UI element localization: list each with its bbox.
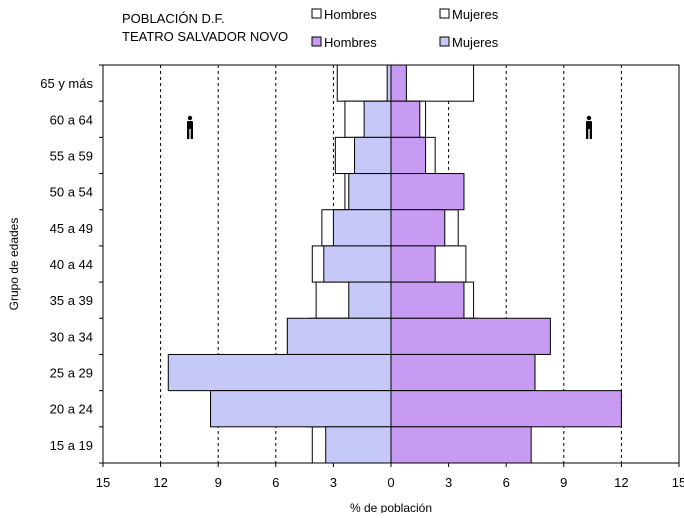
y-tick-label: 25 a 29 bbox=[50, 366, 93, 381]
bar-filled-mujeres-left bbox=[354, 136, 392, 175]
y-tick-label: 30 a 34 bbox=[50, 329, 93, 344]
y-tick-label: 55 a 59 bbox=[50, 148, 93, 163]
bar-filled-mujeres-left bbox=[363, 100, 392, 138]
bar-filled-mujeres-left bbox=[323, 245, 392, 283]
bar-filled-hombres-right bbox=[390, 136, 427, 175]
bar-filled-mujeres-left bbox=[348, 173, 392, 211]
icons-layer bbox=[187, 115, 592, 139]
bar-filled-mujeres-left bbox=[332, 209, 392, 247]
bar-filled-mujeres-left bbox=[210, 390, 392, 428]
bar-filled-hombres-right bbox=[390, 281, 465, 319]
bar-filled-hombres-right bbox=[390, 390, 622, 428]
y-tick-label: 15 a 19 bbox=[50, 438, 93, 453]
legend-swatch bbox=[311, 8, 322, 19]
bar-filled-hombres-right bbox=[390, 209, 446, 247]
person-icon-leg bbox=[187, 128, 190, 139]
bar-filled-mujeres-left bbox=[286, 317, 392, 355]
x-tick-label: 12 bbox=[153, 475, 167, 490]
bar-filled-mujeres-left bbox=[386, 64, 392, 102]
legend-swatch bbox=[439, 36, 450, 47]
legend-label: Mujeres bbox=[452, 7, 499, 22]
legend-label: Hombres bbox=[324, 7, 377, 22]
y-tick-label: 45 a 49 bbox=[50, 221, 93, 236]
x-tick-label: 6 bbox=[503, 475, 510, 490]
x-axis-title: % de población bbox=[350, 501, 432, 513]
bar-filled-mujeres-left bbox=[348, 281, 392, 319]
chart-title-line: TEATRO SALVADOR NOVO bbox=[122, 29, 288, 44]
x-tick-label: 15 bbox=[96, 475, 110, 490]
bar-outline-hombres-left bbox=[336, 64, 392, 102]
bar-filled-hombres-right bbox=[390, 426, 532, 464]
bar-filled-hombres-right bbox=[390, 64, 407, 102]
bar-filled-hombres-right bbox=[390, 245, 436, 283]
bar-filled-mujeres-left bbox=[167, 353, 392, 392]
bars-layer bbox=[167, 64, 622, 464]
y-tick-label: 50 a 54 bbox=[50, 185, 93, 200]
frame-layer bbox=[99, 64, 680, 467]
x-tick-label: 15 bbox=[672, 475, 684, 490]
y-tick-label: 60 a 64 bbox=[50, 112, 93, 127]
bar-filled-hombres-right bbox=[390, 317, 551, 355]
x-tick-label: 6 bbox=[272, 475, 279, 490]
bar-filled-mujeres-left bbox=[325, 426, 392, 464]
legend-swatch bbox=[439, 8, 450, 19]
legend-item: Hombres bbox=[311, 7, 377, 22]
y-tick-label: 65 y más bbox=[40, 76, 93, 91]
x-tick-label: 9 bbox=[560, 475, 567, 490]
person-icon-body bbox=[187, 121, 193, 129]
x-tick-label: 3 bbox=[330, 475, 337, 490]
chart-title-line: POBLACIÓN D.F. bbox=[122, 11, 225, 26]
person-icon-body bbox=[586, 121, 592, 129]
legend-item: Mujeres bbox=[439, 7, 499, 22]
bar-filled-hombres-right bbox=[390, 353, 536, 392]
y-tick-label: 40 a 44 bbox=[50, 257, 93, 272]
bar-filled-hombres-right bbox=[390, 173, 465, 211]
legend-item: Mujeres bbox=[439, 35, 499, 50]
person-icon-leg bbox=[190, 128, 193, 139]
y-tick-label: 20 a 24 bbox=[50, 402, 93, 417]
legend-label: Hombres bbox=[324, 35, 377, 50]
person-icon bbox=[187, 115, 193, 139]
x-tick-label: 12 bbox=[614, 475, 628, 490]
legend-label: Mujeres bbox=[452, 35, 499, 50]
person-icon-leg bbox=[586, 128, 589, 139]
legend-layer: Hombres Mujeres Hombres Mujeres bbox=[311, 7, 499, 50]
y-tick-label: 35 a 39 bbox=[50, 293, 93, 308]
y-axis-title: Grupo de edades bbox=[7, 218, 21, 311]
person-icon-head bbox=[187, 115, 193, 121]
legend-item: Hombres bbox=[311, 35, 377, 50]
x-tick-label: 0 bbox=[387, 475, 394, 490]
bar-filled-hombres-right bbox=[390, 100, 421, 138]
x-tick-label: 9 bbox=[215, 475, 222, 490]
x-tick-label: 3 bbox=[445, 475, 452, 490]
person-icon-head bbox=[586, 115, 592, 121]
person-icon-leg bbox=[589, 128, 592, 139]
legend-swatch bbox=[311, 36, 322, 47]
labels-layer: 65 y más 60 a 64 55 a 59 50 a 54 45 a 49 40 a… bbox=[7, 11, 684, 515]
person-icon bbox=[586, 115, 592, 139]
